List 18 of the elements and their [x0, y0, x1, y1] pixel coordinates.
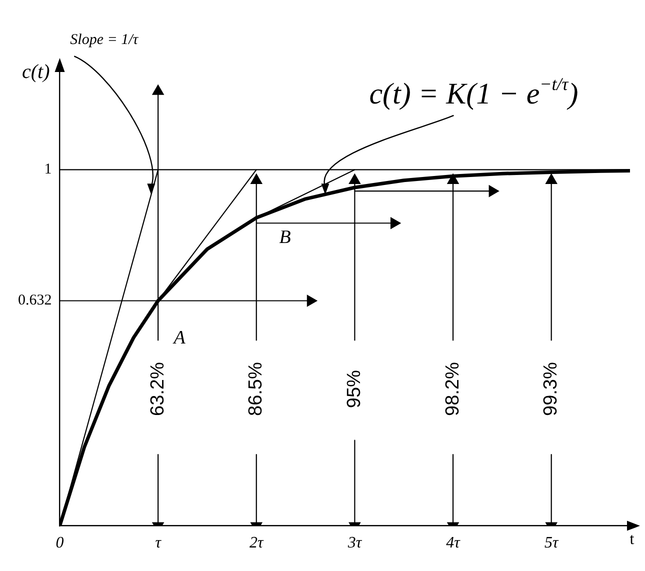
annotation: 86.5%: [246, 362, 267, 416]
y-tick-label: 1: [44, 162, 52, 178]
x-tick-label: 4τ: [446, 534, 462, 552]
x-tick-label: τ: [155, 534, 162, 552]
x-axis-title: t: [630, 530, 635, 548]
x-tick-label: 3τ: [346, 534, 363, 552]
annotation: Slope = 1/τ: [70, 32, 139, 48]
x-tick-label: 0: [56, 534, 64, 552]
x-tick-label: 5τ: [544, 534, 560, 552]
annotation: 63.2%: [147, 362, 168, 416]
y-tick-label: 0.632: [18, 292, 52, 309]
annotation: 99.3%: [540, 362, 562, 416]
annotation: 98.2%: [442, 362, 464, 416]
x-tick-label: 2τ: [250, 534, 265, 552]
y-axis-title: c(t): [22, 61, 50, 83]
annotation: 95%: [344, 370, 365, 408]
annotation: A: [172, 327, 186, 348]
annotation: B: [279, 227, 292, 248]
